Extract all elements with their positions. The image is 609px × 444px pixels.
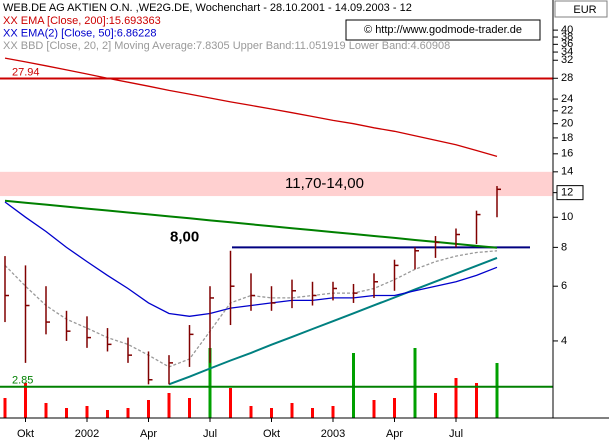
plot-area: 11,70-14,00 27.94 2.85 8,00 (0, 57, 553, 418)
volume-bar (188, 398, 191, 418)
volume-bar (475, 383, 478, 418)
trendline (168, 256, 498, 386)
legend-entry: XX EMA(2) [Close, 50]:6.86228 (3, 27, 156, 39)
y-tick-label: 36 (561, 38, 573, 50)
volume-bar (167, 393, 171, 418)
volume-bar (24, 383, 27, 418)
x-tick-label: Jul (203, 428, 217, 440)
y-tick-label: 6 (561, 280, 567, 292)
y-tick-label: 32 (561, 54, 573, 66)
volume-bar (372, 400, 376, 418)
y-tick-label: 8 (561, 241, 567, 253)
volume-bar (454, 378, 458, 418)
y-tick-label: 18 (561, 132, 573, 144)
x-tick-label: Okt (263, 428, 280, 440)
volume-bar (352, 353, 355, 418)
trendline (4, 199, 498, 249)
y-tick-label: 40 (561, 24, 573, 36)
y-tick-label: 22 (561, 105, 573, 117)
y-tick-label: 14 (561, 166, 573, 178)
y-tick-label: 12 (561, 187, 573, 199)
volume-bar (311, 408, 314, 418)
volume-bar (413, 348, 417, 418)
x-tick-label: Apr (140, 428, 157, 440)
currency-box (554, 0, 608, 18)
watermark-box (345, 19, 541, 41)
y-tick-label: 38 (561, 31, 573, 43)
y-tick-label: 16 (561, 148, 573, 160)
x-tick-label: Okt (17, 428, 34, 440)
indicator-line (4, 57, 498, 158)
chart-title: WEB.DE AG AKTIEN O.N. ,WE2G.DE, Wochench… (3, 2, 412, 14)
volume-bar (229, 388, 232, 418)
x-tick-label: 2002 (75, 428, 99, 440)
level-label: 27.94 (12, 66, 40, 78)
level-label: 8,00 (170, 228, 199, 245)
volume-bar (249, 406, 253, 418)
volume-bar (85, 406, 89, 418)
volume-bar (147, 400, 150, 418)
volume-bar (44, 403, 48, 418)
y-tick-label: 28 (561, 72, 573, 84)
x-tick-label: Jul (449, 428, 463, 440)
volume-bar (393, 398, 396, 418)
volume-bar (208, 348, 212, 418)
x-tick-label: 2003 (321, 428, 345, 440)
zone-label: 11,70-14,00 (285, 175, 364, 192)
y-tick-label: 34 (561, 46, 573, 58)
y-tick-label: 24 (561, 93, 573, 105)
volume-bar (270, 408, 273, 418)
volume-bar (3, 398, 7, 418)
legend-entry: XX EMA [Close, 200]:15.693363 (3, 15, 161, 27)
y-tick-label: 20 (561, 118, 573, 130)
y-tick-label: 4 (561, 335, 567, 347)
volume-bar (495, 363, 499, 418)
level-label: 2.85 (12, 375, 33, 387)
legend-entry: XX BBD [Close, 20, 2] Moving Average:7.8… (3, 40, 450, 52)
y-tick-label: 10 (561, 211, 573, 223)
volume-bar (290, 403, 294, 418)
volume-bar (331, 406, 335, 418)
current-price-box (556, 185, 584, 201)
volume-bar (126, 408, 130, 418)
target-zone (0, 171, 553, 197)
volume-bar (434, 393, 437, 418)
volume-bar (65, 408, 68, 418)
currency: EUR (573, 4, 596, 16)
volume-bar (106, 410, 109, 418)
watermark: © http://www.godmode-trader.de (364, 24, 522, 36)
x-tick-label: Apr (386, 428, 403, 440)
